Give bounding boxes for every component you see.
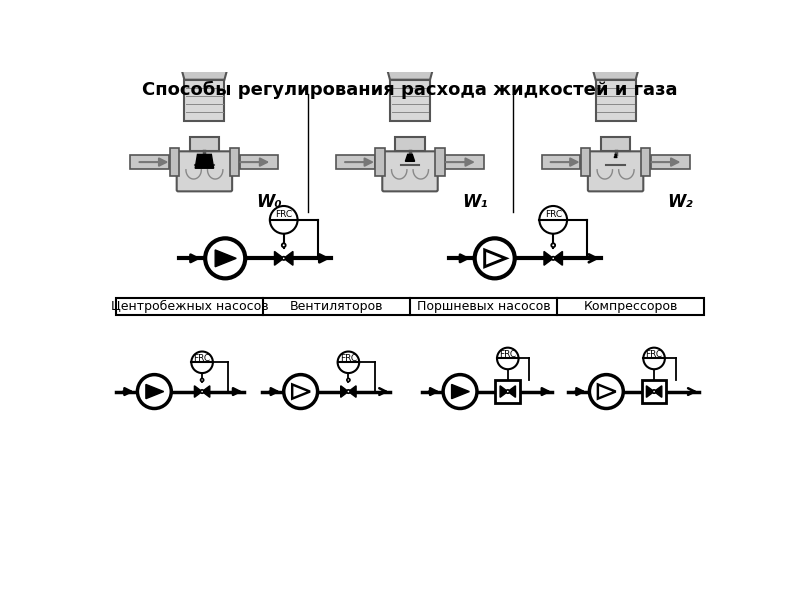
Polygon shape — [406, 154, 414, 161]
Polygon shape — [274, 251, 284, 265]
FancyBboxPatch shape — [382, 151, 438, 191]
Bar — [495, 380, 520, 403]
Circle shape — [138, 374, 171, 409]
Circle shape — [346, 390, 350, 393]
Bar — [230, 148, 239, 176]
Circle shape — [201, 390, 204, 393]
Polygon shape — [195, 154, 214, 168]
Polygon shape — [614, 154, 617, 157]
Polygon shape — [500, 386, 508, 397]
Bar — [581, 148, 590, 176]
Polygon shape — [284, 251, 293, 265]
Bar — [642, 380, 666, 403]
Circle shape — [347, 379, 350, 382]
Circle shape — [443, 374, 477, 409]
Bar — [130, 155, 169, 169]
Circle shape — [590, 374, 623, 409]
Bar — [595, 80, 636, 121]
Text: W₀: W₀ — [256, 193, 282, 211]
Text: Компрессоров: Компрессоров — [583, 299, 678, 313]
Polygon shape — [146, 385, 164, 398]
Bar — [651, 155, 690, 169]
Circle shape — [506, 390, 510, 393]
Text: Способы регулирования расхода жидкостей и газа: Способы регулирования расхода жидкостей … — [142, 81, 678, 100]
Polygon shape — [451, 385, 470, 398]
Text: FRC: FRC — [194, 353, 210, 362]
Bar — [375, 148, 385, 176]
Circle shape — [474, 238, 514, 278]
Text: W₂: W₂ — [667, 193, 693, 211]
Polygon shape — [544, 251, 554, 265]
Circle shape — [338, 352, 359, 373]
FancyBboxPatch shape — [177, 151, 232, 191]
Circle shape — [270, 206, 298, 233]
Text: Вентиляторов: Вентиляторов — [290, 299, 383, 313]
Circle shape — [643, 347, 665, 369]
Polygon shape — [292, 385, 310, 398]
Circle shape — [551, 244, 555, 247]
Circle shape — [539, 206, 567, 233]
Polygon shape — [646, 386, 654, 397]
Text: FRC: FRC — [646, 350, 662, 359]
Text: FRC: FRC — [340, 353, 357, 362]
FancyBboxPatch shape — [588, 151, 643, 191]
Circle shape — [284, 374, 318, 409]
Bar — [170, 148, 179, 176]
Text: Центробежных насосов: Центробежных насосов — [110, 299, 268, 313]
Bar — [390, 80, 430, 121]
Polygon shape — [654, 386, 662, 397]
Bar — [446, 155, 484, 169]
Circle shape — [497, 347, 518, 369]
Bar — [116, 298, 704, 314]
Text: Поршневых насосов: Поршневых насосов — [417, 299, 550, 313]
Circle shape — [205, 238, 246, 278]
Text: W₁: W₁ — [462, 193, 487, 211]
Polygon shape — [386, 63, 434, 80]
Polygon shape — [180, 63, 229, 80]
Bar — [641, 148, 650, 176]
Bar — [542, 155, 580, 169]
Polygon shape — [194, 386, 202, 397]
Polygon shape — [341, 386, 349, 397]
Circle shape — [282, 257, 286, 260]
Circle shape — [191, 352, 213, 373]
Polygon shape — [202, 386, 210, 397]
Circle shape — [282, 244, 286, 247]
Bar — [190, 137, 219, 151]
Circle shape — [551, 257, 555, 260]
Bar — [435, 148, 445, 176]
Polygon shape — [485, 250, 506, 267]
Polygon shape — [508, 386, 515, 397]
Polygon shape — [349, 386, 356, 397]
Polygon shape — [591, 63, 640, 80]
Circle shape — [201, 379, 204, 382]
Bar — [240, 155, 278, 169]
Polygon shape — [554, 251, 562, 265]
Text: FRC: FRC — [499, 350, 516, 359]
Polygon shape — [215, 250, 236, 267]
Polygon shape — [598, 385, 616, 398]
Bar — [601, 137, 630, 151]
Bar — [184, 80, 225, 121]
Circle shape — [652, 390, 656, 393]
Text: FRC: FRC — [545, 210, 562, 219]
Bar — [336, 155, 374, 169]
Text: FRC: FRC — [275, 210, 292, 219]
Bar — [395, 137, 425, 151]
